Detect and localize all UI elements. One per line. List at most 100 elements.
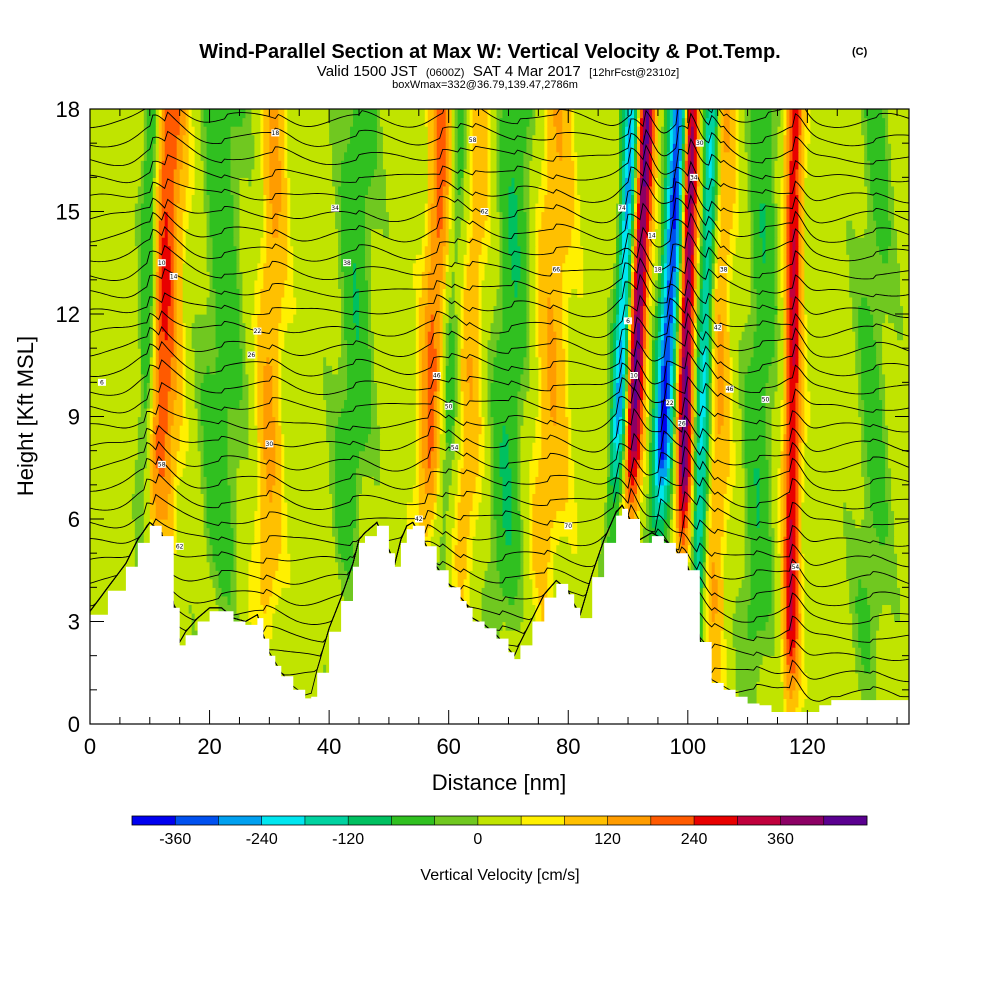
velocity-cell (693, 245, 698, 255)
velocity-cell (693, 331, 698, 341)
velocity-cell (798, 390, 802, 401)
velocity-cell (726, 647, 737, 657)
velocity-cell (642, 527, 650, 537)
velocity-cell (651, 390, 656, 401)
velocity-cell (499, 578, 519, 588)
velocity-cell (143, 399, 148, 409)
velocity-cell (260, 501, 282, 512)
velocity-cell (538, 459, 569, 469)
velocity-cell (269, 664, 324, 674)
velocity-cell (801, 664, 805, 674)
velocity-cell (717, 425, 722, 435)
velocity-cell (436, 484, 441, 494)
velocity-cell (607, 459, 611, 469)
velocity-cell (660, 416, 668, 426)
velocity-cell (260, 527, 282, 537)
velocity-cell (616, 322, 620, 332)
velocity-cell (660, 279, 665, 289)
velocity-cell (146, 390, 151, 401)
velocity-cell (439, 373, 444, 383)
velocity-cell (556, 348, 566, 358)
velocity-cell (326, 356, 339, 366)
velocity-cell (490, 536, 498, 546)
velocity-cell (619, 484, 623, 494)
velocity-cell (332, 510, 336, 520)
velocity-cell (783, 527, 788, 537)
velocity-cell (714, 407, 719, 418)
velocity-cell (789, 382, 797, 392)
velocity-cell (681, 331, 686, 341)
velocity-cell (786, 553, 791, 563)
velocity-cell (281, 536, 288, 546)
velocity-cell (651, 519, 665, 529)
velocity-cell (645, 305, 650, 315)
velocity-cell (529, 348, 536, 358)
velocity-cell (858, 399, 865, 409)
velocity-cell (478, 296, 483, 307)
velocity-cell (786, 638, 791, 648)
velocity-cell (143, 527, 151, 537)
velocity-cell (801, 493, 805, 503)
velocity-cell (415, 339, 420, 349)
velocity-cell (433, 527, 444, 537)
velocity-cell (155, 288, 160, 298)
velocity-cell (155, 450, 166, 460)
velocity-cell (852, 621, 859, 631)
velocity-cell (520, 570, 525, 580)
velocity-cell (642, 288, 647, 298)
velocity-cell (335, 484, 357, 494)
velocity-cell (699, 399, 707, 409)
velocity-cell (230, 493, 238, 503)
chart-subtitle: Valid 1500 JST (0600Z) SAT 4 Mar 2017 [1… (317, 63, 679, 80)
velocity-cell (616, 288, 620, 298)
velocity-cell (642, 271, 647, 281)
velocity-cell (335, 536, 339, 546)
velocity-cell (272, 630, 348, 640)
velocity-cell (529, 382, 539, 392)
velocity-cell (562, 296, 569, 307)
velocity-cell (723, 510, 731, 520)
velocity-cell (445, 365, 456, 375)
velocity-cell (726, 519, 746, 529)
velocity-cell (708, 373, 713, 383)
velocity-cell (481, 604, 525, 614)
velocity-cell (744, 570, 752, 580)
velocity-cell (729, 425, 734, 435)
velocity-cell (281, 348, 342, 358)
velocity-cell (152, 245, 157, 255)
velocity-cell (478, 271, 486, 281)
velocity-cell (622, 467, 626, 477)
velocity-cell (607, 450, 611, 460)
velocity-cell (421, 348, 429, 358)
velocity-cell (436, 425, 441, 435)
velocity-cell (466, 271, 480, 281)
velocity-cell (520, 561, 525, 571)
velocity-cell (768, 365, 779, 375)
velocity-cell (705, 425, 710, 435)
velocity-cell (152, 519, 175, 529)
velocity-cell (699, 373, 704, 383)
velocity-cell (651, 416, 656, 426)
velocity-cell (152, 476, 172, 486)
velocity-cell (861, 348, 877, 358)
velocity-cell (490, 553, 498, 563)
velocity-cell (90, 484, 136, 494)
velocity-cell (657, 279, 662, 289)
velocity-cell (765, 416, 773, 426)
velocity-cell (559, 536, 569, 546)
velocity-cell (645, 390, 650, 401)
velocity-cell (176, 322, 184, 332)
velocity-cell (490, 382, 522, 392)
velocity-cell (335, 476, 357, 486)
velocity-cell (176, 519, 205, 529)
velocity-cell (738, 356, 752, 366)
velocity-cell (801, 399, 805, 409)
velocity-cell (490, 467, 495, 477)
velocity-cell (645, 433, 650, 443)
velocity-cell (783, 365, 788, 375)
velocity-cell (628, 407, 632, 418)
velocity-cell (792, 271, 797, 281)
velocity-cell (236, 561, 250, 571)
velocity-cell (786, 561, 791, 571)
velocity-cell (263, 390, 273, 401)
